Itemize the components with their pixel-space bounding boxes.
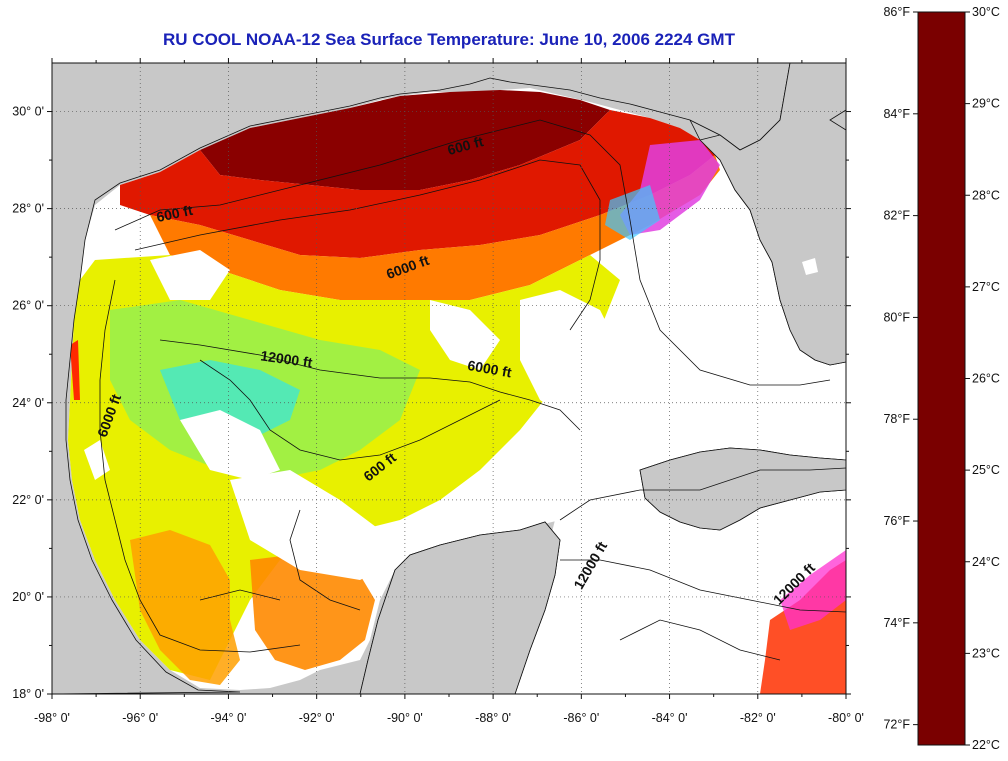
sst-east-cyan: [605, 185, 660, 240]
colorbar-c-label: 26°C: [972, 372, 1000, 386]
contour-label: 6000 ft: [466, 357, 513, 381]
colorbar-c-label: 24°C: [972, 555, 1000, 569]
y-tick-label: 26° 0': [12, 299, 44, 313]
graticule: [52, 63, 846, 694]
colorbar-f-label: 84°F: [883, 107, 910, 121]
contour-label: 12000 ft: [260, 347, 314, 370]
map-layers: [52, 63, 846, 694]
y-tick-label: 28° 0': [12, 202, 44, 216]
colorbar-c-label: 22°C: [972, 738, 1000, 752]
x-tick-label: -90° 0': [387, 711, 423, 725]
colorbar-c-label: 25°C: [972, 463, 1000, 477]
texas-louisiana-land: [52, 63, 846, 694]
colorbar-labels: 30°C 29°C 28°C 27°C 26°C 25°C 24°C 23°C 22°C 86°F…: [883, 5, 999, 752]
y-tick-label: 22° 0': [12, 493, 44, 507]
contour-label: 600 ft: [155, 202, 194, 225]
colorbar-c-label: 23°C: [972, 646, 1000, 660]
sst-band-bay-campeche: [250, 555, 375, 670]
x-tick-label: -92° 0': [299, 711, 335, 725]
colorbar-f-label: 82°F: [883, 209, 910, 223]
colorbar-c-label: 27°C: [972, 280, 1000, 294]
colorbar-f-label: 80°F: [883, 310, 910, 324]
x-tick-label: -96° 0': [122, 711, 158, 725]
colorbar-c-label: 30°C: [972, 5, 1000, 19]
colorbar-c-label: 28°C: [972, 188, 1000, 202]
y-tick-label: 20° 0': [12, 590, 44, 604]
sst-band-south-warm: [130, 530, 240, 685]
x-tick-label: -94° 0': [210, 711, 246, 725]
cloud-gaps: [84, 250, 620, 580]
colorbar-f-label: 72°F: [883, 718, 910, 732]
x-tick-label: -86° 0': [563, 711, 599, 725]
colorbar-bar: [917, 11, 966, 746]
colorbar-f-label: 86°F: [883, 5, 910, 19]
colorbar-c-label: 29°C: [972, 97, 1000, 111]
yucatan-top: [359, 521, 561, 694]
colorbar-f-label: 74°F: [883, 616, 910, 630]
sst-caribbean-magenta: [780, 550, 846, 630]
map-title: RU COOL NOAA-12 Sea Surface Temperature:…: [163, 30, 735, 49]
colorbar-f-label: 78°F: [883, 412, 910, 426]
x-tick-label: -88° 0': [475, 711, 511, 725]
y-tick-label: 18° 0': [12, 687, 44, 701]
x-tick-label: -82° 0': [740, 711, 776, 725]
y-tick-label: 24° 0': [12, 396, 44, 410]
sst-western-edge: [70, 340, 80, 400]
colorbar: 30°C 29°C 28°C 27°C 26°C 25°C 24°C 23°C 22°C 86°F…: [883, 5, 999, 752]
axis-ticks: -98° 0' -96° 0' -94° 0' -92° 0' -90° 0' -88° …: [12, 58, 864, 725]
sst-band-29c: [120, 110, 715, 258]
cuba-top: [639, 447, 846, 531]
bathymetry-contours: [99, 119, 846, 661]
x-tick-label: -98° 0': [34, 711, 70, 725]
colorbar-f-label: 76°F: [883, 514, 910, 528]
x-tick-label: -80° 0': [828, 711, 864, 725]
x-tick-label: -84° 0': [652, 711, 688, 725]
sst-band-28c: [150, 155, 720, 300]
lake-okeechobee: [802, 258, 818, 275]
y-tick-label: 30° 0': [12, 105, 44, 119]
florida-top: [699, 63, 846, 366]
